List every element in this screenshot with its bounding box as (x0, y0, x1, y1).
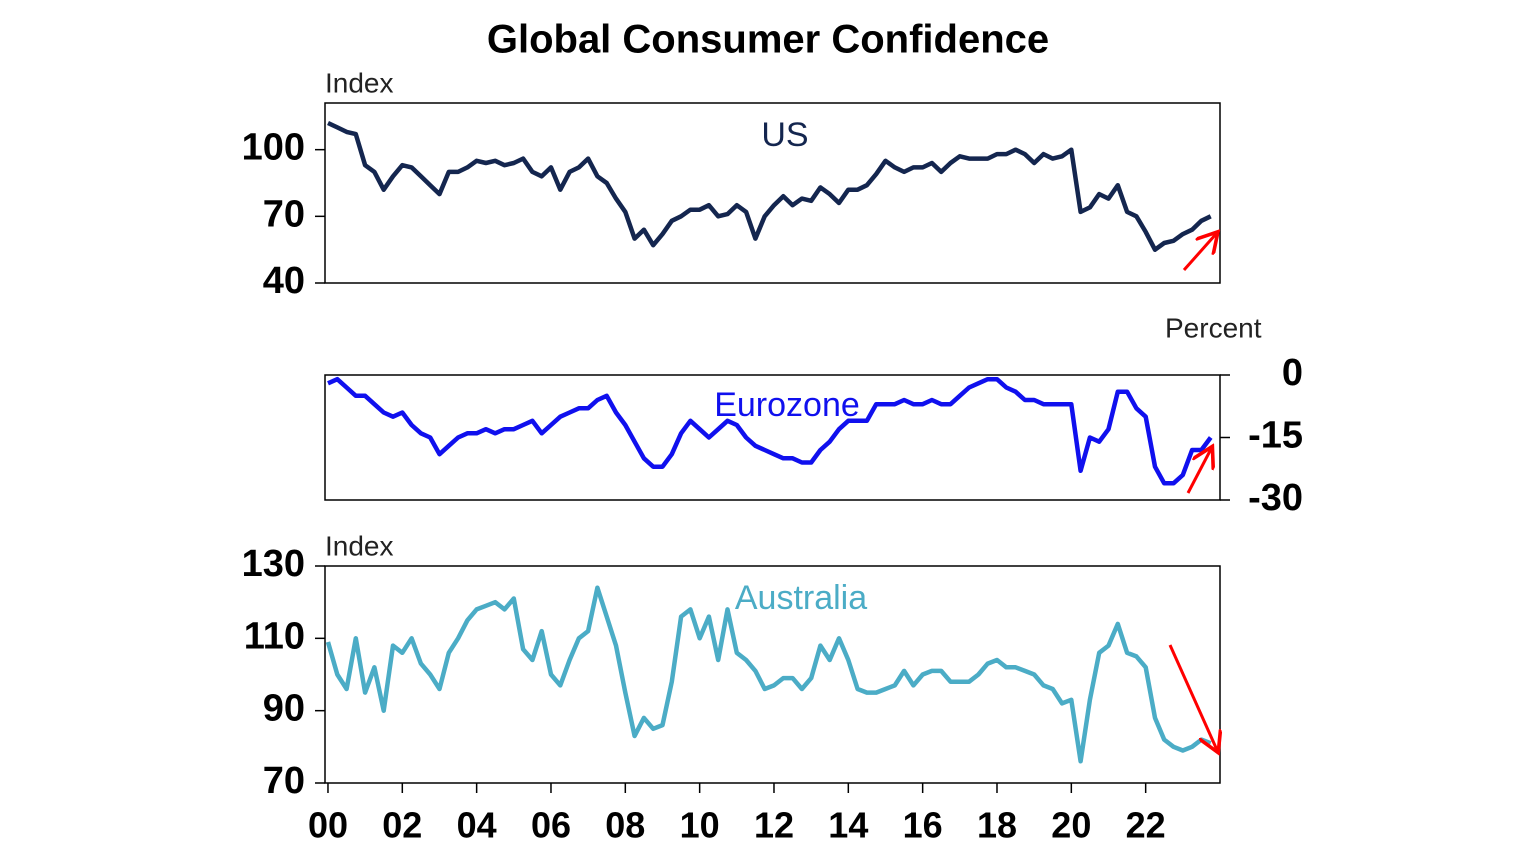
y-axis-label: Index (325, 530, 394, 561)
y-tick-label: 70 (263, 760, 305, 802)
y-tick-label: 40 (263, 260, 305, 302)
plot-frame (324, 565, 1221, 784)
x-tick-label: 12 (754, 805, 794, 846)
x-tick-label: 10 (680, 805, 720, 846)
x-tick-label: 14 (828, 805, 868, 846)
x-tick-label: 00 (308, 805, 348, 846)
y-tick-label: -15 (1248, 415, 1303, 457)
series-line (325, 585, 1212, 764)
x-tick-label: 04 (457, 805, 497, 846)
plots: 40 70 100 Index US -30 -15 0 Percent Eurozone 70 90… (242, 67, 1303, 845)
x-tick-label: 18 (977, 805, 1017, 846)
y-tick-label: 130 (242, 543, 305, 585)
y-tick-label: 70 (263, 193, 305, 235)
x-tick-label: 16 (903, 805, 943, 846)
series-annotation: Australia (735, 579, 867, 617)
x-tick-label: 02 (382, 805, 422, 846)
arrow (1182, 234, 1216, 271)
series-line (327, 120, 1212, 252)
x-tick-label: 22 (1126, 805, 1166, 846)
y-axis-label: Percent (1165, 312, 1262, 343)
series-annotation: US (761, 116, 808, 154)
y-tick-label: -30 (1248, 477, 1303, 519)
y-tick-label: 90 (263, 688, 305, 730)
y-tick-label: 110 (244, 615, 305, 657)
y-axis-label: Index (325, 67, 394, 98)
x-tick-label: 20 (1051, 805, 1091, 846)
plot-frame (324, 102, 1221, 284)
y-tick-label: 0 (1282, 352, 1303, 394)
arrow (1186, 449, 1211, 494)
y-tick-label: 100 (242, 127, 305, 169)
x-tick-label: 06 (531, 805, 571, 846)
series-line (327, 376, 1213, 486)
series-annotation: Eurozone (714, 386, 860, 424)
chart-title: Global Consumer Confidence (487, 18, 1049, 62)
x-tick-label: 08 (605, 805, 645, 846)
arrow (1168, 644, 1217, 750)
